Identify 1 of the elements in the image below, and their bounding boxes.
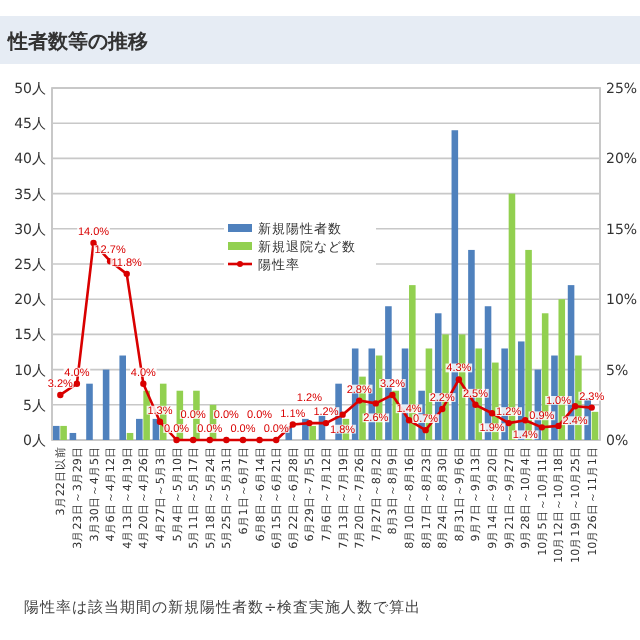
chart-title: 性者数等の推移 [6, 30, 148, 54]
